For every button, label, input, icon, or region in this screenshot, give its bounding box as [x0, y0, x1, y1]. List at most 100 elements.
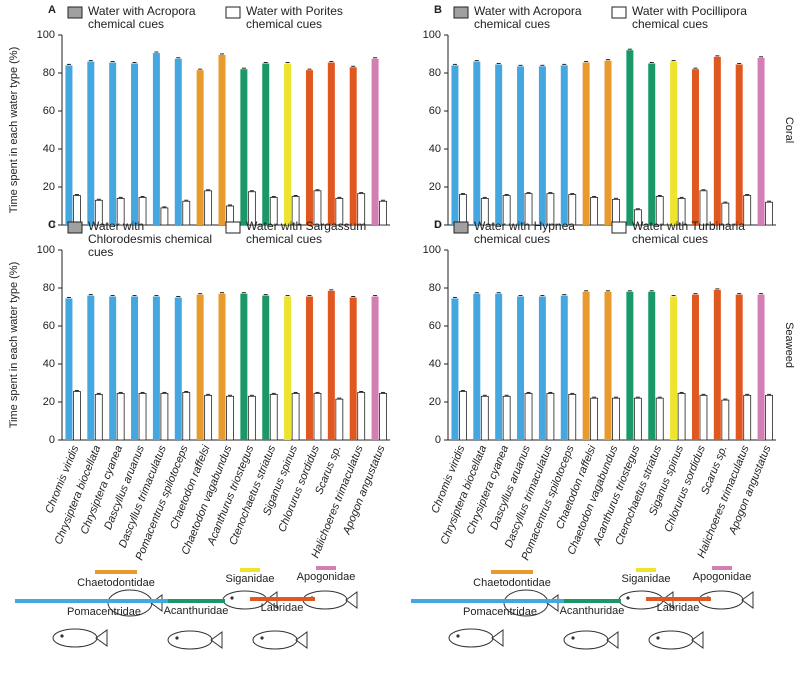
bar — [174, 58, 182, 225]
legend-label: Water with Acropora chemical cues — [474, 4, 582, 31]
bar — [670, 296, 678, 440]
y-tick-label: 0 — [435, 219, 441, 231]
bar — [524, 393, 533, 441]
fish-eye — [175, 636, 179, 640]
legend-label: Water with Acropora chemical cues — [88, 4, 196, 31]
fish-icon — [52, 628, 98, 648]
bar — [73, 391, 81, 441]
bar — [495, 293, 503, 440]
fish-tail — [606, 631, 619, 649]
bar — [371, 58, 379, 225]
bar — [327, 290, 335, 440]
bar — [152, 296, 160, 440]
y-tick-label: 40 — [43, 143, 55, 155]
bar — [379, 200, 387, 226]
bar — [262, 295, 270, 440]
family-bar — [712, 566, 732, 570]
bar — [473, 61, 481, 225]
bar — [247, 191, 256, 226]
family-label: Chaetodontidae — [77, 577, 155, 589]
bar — [65, 298, 73, 440]
bar — [131, 296, 139, 440]
bar — [590, 397, 599, 441]
bar — [721, 399, 730, 441]
panel-letter: D — [434, 219, 442, 231]
bar — [335, 197, 344, 226]
legend-label: Water with Pocillipora chemical cues — [632, 4, 747, 31]
bar — [349, 297, 357, 440]
bar — [633, 209, 642, 226]
legend-label: Water with Sargassum chemical cues — [246, 219, 367, 246]
legend-swatch — [225, 221, 241, 234]
bar — [357, 193, 366, 226]
legend-swatch — [611, 6, 627, 19]
family-label: Siganidae — [226, 573, 275, 585]
y-tick-label: 0 — [49, 434, 55, 446]
bar — [560, 295, 568, 440]
y-tick-label: 100 — [37, 29, 55, 41]
bar — [582, 291, 590, 440]
panel-letter: B — [434, 4, 442, 16]
bar — [655, 196, 664, 226]
fish-eye — [260, 636, 264, 640]
bar — [648, 63, 656, 225]
y-tick-label: 20 — [429, 181, 441, 193]
bar — [765, 201, 773, 226]
bar — [743, 195, 752, 226]
bar — [182, 200, 191, 226]
panel-letter: C — [48, 219, 56, 231]
y-tick-label: 40 — [429, 143, 441, 155]
fish-eye — [230, 596, 234, 600]
bar — [327, 62, 335, 225]
fish-eye — [456, 634, 460, 638]
bar — [495, 64, 503, 225]
bar — [721, 202, 730, 226]
bar — [204, 190, 213, 226]
bar — [371, 296, 379, 440]
bar — [604, 291, 612, 440]
family-bar — [636, 568, 656, 572]
bar — [109, 296, 117, 440]
y-axis-label: Time spent in each water type (%) — [8, 47, 20, 214]
y-tick-label: 80 — [43, 67, 55, 79]
bar — [240, 69, 248, 225]
fish-icon — [167, 630, 213, 650]
bar — [538, 66, 546, 225]
y-tick-label: 100 — [37, 244, 55, 256]
panel-letter: A — [48, 4, 56, 16]
legend-label: Water with Turbinaria chemical cues — [632, 219, 745, 246]
bar — [517, 296, 525, 440]
bar — [560, 65, 568, 226]
bar — [94, 199, 103, 226]
legend-label: Water with Porites chemical cues — [246, 4, 343, 31]
fish-tail — [95, 629, 108, 647]
bar — [670, 61, 678, 225]
y-tick-label: 60 — [429, 105, 441, 117]
bar — [691, 294, 699, 440]
bar — [218, 54, 226, 226]
bar — [713, 56, 721, 225]
fish-tail — [741, 591, 754, 609]
y-tick-label: 100 — [423, 29, 441, 41]
fish-icon — [648, 630, 694, 650]
bar — [502, 195, 511, 226]
fish-eye — [626, 596, 630, 600]
fish-tail — [691, 631, 704, 649]
bar — [116, 197, 125, 226]
bar — [655, 397, 664, 441]
family-label: Siganidae — [622, 573, 671, 585]
bar — [247, 395, 256, 441]
bar — [87, 61, 95, 225]
fish-tail — [491, 629, 504, 647]
family-bar — [240, 568, 260, 572]
legend-swatch — [67, 221, 83, 234]
fish-icon — [563, 630, 609, 650]
family-label: Acanthuridae — [164, 605, 229, 617]
legend-swatch — [67, 6, 83, 19]
bar — [743, 394, 752, 441]
bar — [546, 193, 555, 226]
bar — [735, 64, 743, 225]
bar — [568, 194, 577, 226]
fish-icon — [252, 630, 298, 650]
family-label: Pomacentridae — [463, 606, 537, 618]
